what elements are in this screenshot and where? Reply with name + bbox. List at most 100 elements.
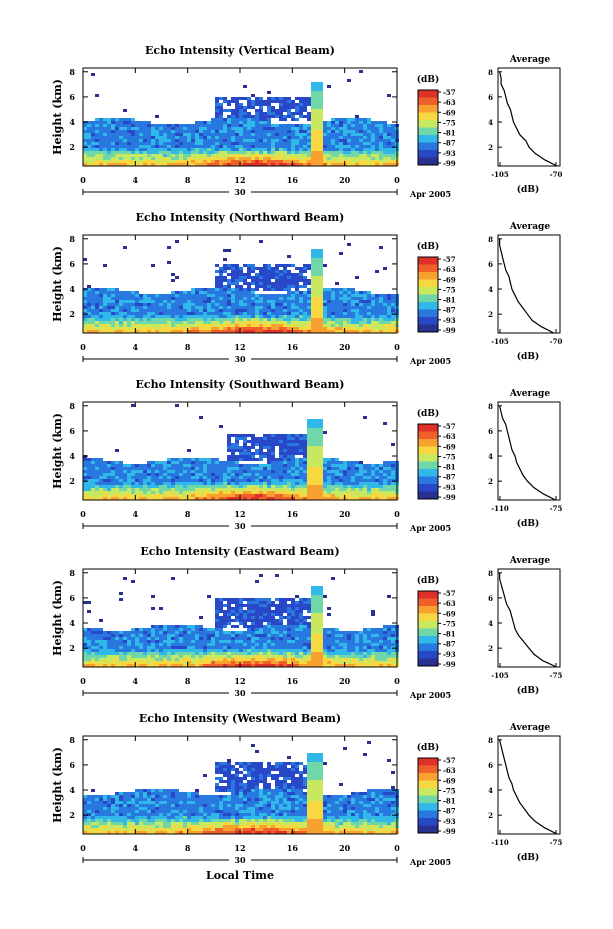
heatmap-cell [115,497,119,500]
heatmap-cell [167,163,171,166]
heatmap-cell [231,455,235,458]
heatmap-cell [171,646,175,649]
heatmap-cell [295,479,299,482]
heatmap-cell [295,312,299,315]
heatmap-cell [387,488,391,491]
heatmap-cell [227,494,231,497]
y-tick-label: 8 [69,234,75,244]
heatmap-cell [259,643,263,646]
heatmap-cell [391,157,395,160]
heatmap-cell [151,643,155,646]
heatmap-cell [211,309,215,312]
heatmap-cell [247,103,251,106]
heatmap-cell [227,145,231,148]
heatmap-cell [363,133,367,136]
heatmap-cell [127,151,131,154]
heatmap-cell [311,151,315,154]
heatmap-cell [99,476,103,479]
heatmap-cell [303,157,307,160]
heatmap-cell [279,458,283,461]
heatmap-cell [87,139,91,142]
heatmap-cell [263,327,267,330]
heatmap-cell [391,443,395,446]
heatmap-cell [191,309,195,312]
heatmap-cell [199,151,203,154]
heatmap-cell [91,130,95,133]
heatmap-cell [155,658,159,661]
heatmap-cell [335,300,339,303]
date-label: 30 [234,521,246,531]
heatmap-cell [375,270,379,273]
heatmap-cell [151,303,155,306]
heatmap-cell [371,130,375,133]
heatmap-cell [123,321,127,324]
heatmap-cell [207,652,211,655]
heatmap-cell [187,124,191,127]
heatmap-cell [283,154,287,157]
heatmap-cell [291,264,295,267]
heatmap-cell [115,643,119,646]
heatmap-cell [215,649,219,652]
heatmap-cell [135,649,139,652]
heatmap-cell [223,267,227,270]
heatmap-cell [359,163,363,166]
heatmap-cell [259,279,263,282]
heatmap-cell [379,246,383,249]
heatmap-cell [255,121,259,124]
heatmap-cell [115,154,119,157]
heatmap-cell [287,288,291,291]
heatmap-cell [207,330,211,333]
heatmap-cell [259,112,263,115]
heatmap-cell [227,279,231,282]
heatmap-cell [211,491,215,494]
heatmap-cell [235,115,239,118]
heatmap-cell [115,288,119,291]
heatmap-cell [235,124,239,127]
heatmap-cell [247,467,251,470]
heatmap-cell [251,443,255,446]
heatmap-cell [151,133,155,136]
heatmap-cell [295,130,299,133]
heatmap-cell [351,491,355,494]
heatmap-cell [227,288,231,291]
heatmap-cell [143,130,147,133]
heatmap-cell [283,106,287,109]
heatmap-cell [227,133,231,136]
heatmap-cell [379,312,383,315]
heatmap-cell [351,324,355,327]
heatmap-cell [259,455,263,458]
heatmap-cell [231,139,235,142]
heatmap-cell [187,658,191,661]
y-tick-label: 4 [69,284,75,294]
heatmap-cell [103,145,107,148]
heatmap-cell [123,494,127,497]
heatmap-cell [247,112,251,115]
heatmap-cell [255,321,259,324]
heatmap-cell [243,491,247,494]
heatmap-cell [211,312,215,315]
heatmap-cell [271,476,275,479]
heatmap-cell [311,303,315,306]
heatmap-cell [247,327,251,330]
heatmap-cell [311,258,315,261]
colorbar-tick-label: -57 [443,88,456,97]
heatmap-cell [99,318,103,321]
heatmap-cell [163,479,167,482]
heatmap-cell [143,145,147,148]
heatmap-cell [271,306,275,309]
heatmap-cell [367,482,371,485]
heatmap-cell [211,664,215,667]
heatmap-cell [251,94,255,97]
heatmap-cell [303,473,307,476]
heatmap-cell [231,598,235,601]
heatmap-cell [311,109,315,112]
heatmap-cell [219,622,223,625]
heatmap-cell [87,160,91,163]
heatmap-cell [123,577,127,580]
heatmap-cell [311,449,315,452]
heatmap-cell [159,136,163,139]
heatmap-cell [323,163,327,166]
heatmap-cell [327,476,331,479]
heatmap-cell [303,115,307,118]
heatmap-cell [255,652,259,655]
